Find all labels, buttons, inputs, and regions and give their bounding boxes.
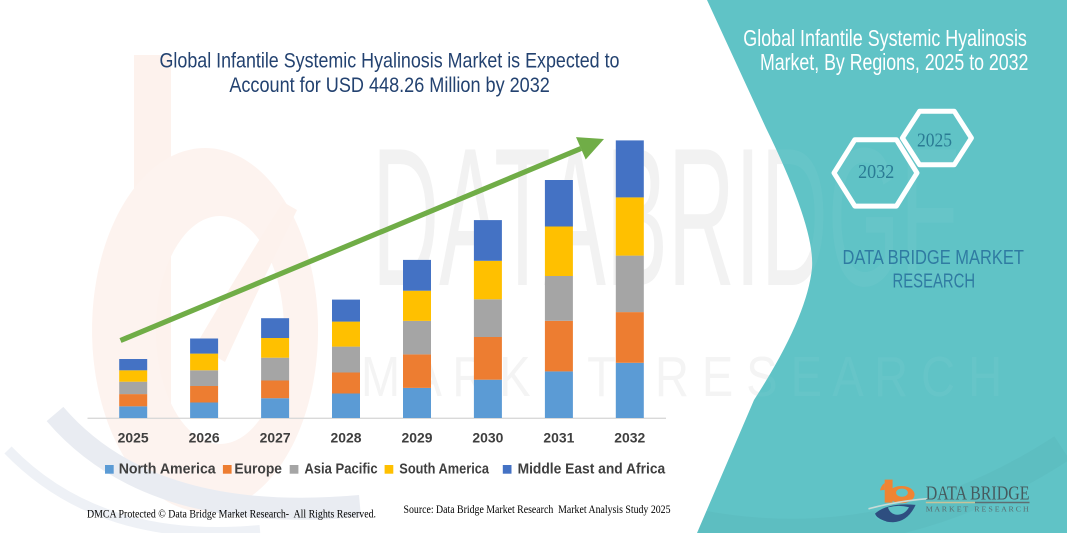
svg-text:2025: 2025 — [118, 430, 149, 445]
svg-text:2029: 2029 — [402, 430, 433, 445]
svg-text:2030: 2030 — [472, 430, 503, 445]
svg-text:Asia Pacific: Asia Pacific — [304, 461, 377, 478]
svg-text:DMCA Protected © Data Bridge M: DMCA Protected © Data Bridge Market Rese… — [87, 508, 376, 520]
svg-text:North America: North America — [119, 461, 217, 478]
svg-text:South America: South America — [399, 461, 489, 478]
svg-text:Europe: Europe — [234, 461, 282, 478]
svg-text:Market, By Regions, 2025 to 20: Market, By Regions, 2025 to 2032 — [760, 49, 1029, 75]
svg-text:Global Infantile Systemic Hyal: Global Infantile Systemic Hyalinosis — [743, 25, 1027, 51]
svg-text:Source: Data Bridge Market Res: Source: Data Bridge Market Research Mark… — [404, 504, 671, 516]
svg-text:2025: 2025 — [917, 130, 952, 151]
svg-text:2027: 2027 — [260, 430, 291, 445]
svg-text:DATA BRIDGE MARKET: DATA BRIDGE MARKET — [842, 246, 1024, 269]
svg-text:2031: 2031 — [543, 430, 574, 445]
svg-text:2032: 2032 — [614, 430, 645, 445]
svg-text:2026: 2026 — [189, 430, 220, 445]
svg-text:M A R K E T R E S E A R C H: M A R K E T R E S E A R C H — [926, 504, 1030, 513]
svg-text:RESEARCH: RESEARCH — [893, 270, 976, 293]
svg-text:Account for USD 448.26 Million: Account for USD 448.26 Million by 2032 — [229, 74, 550, 97]
svg-text:Middle East and Africa: Middle East and Africa — [518, 461, 666, 478]
svg-text:2028: 2028 — [331, 430, 362, 445]
svg-text:2032: 2032 — [858, 161, 894, 183]
svg-text:Global Infantile Systemic Hyal: Global Infantile Systemic Hyalinosis Mar… — [160, 49, 620, 72]
svg-text:DATA BRIDGE: DATA BRIDGE — [926, 483, 1030, 505]
